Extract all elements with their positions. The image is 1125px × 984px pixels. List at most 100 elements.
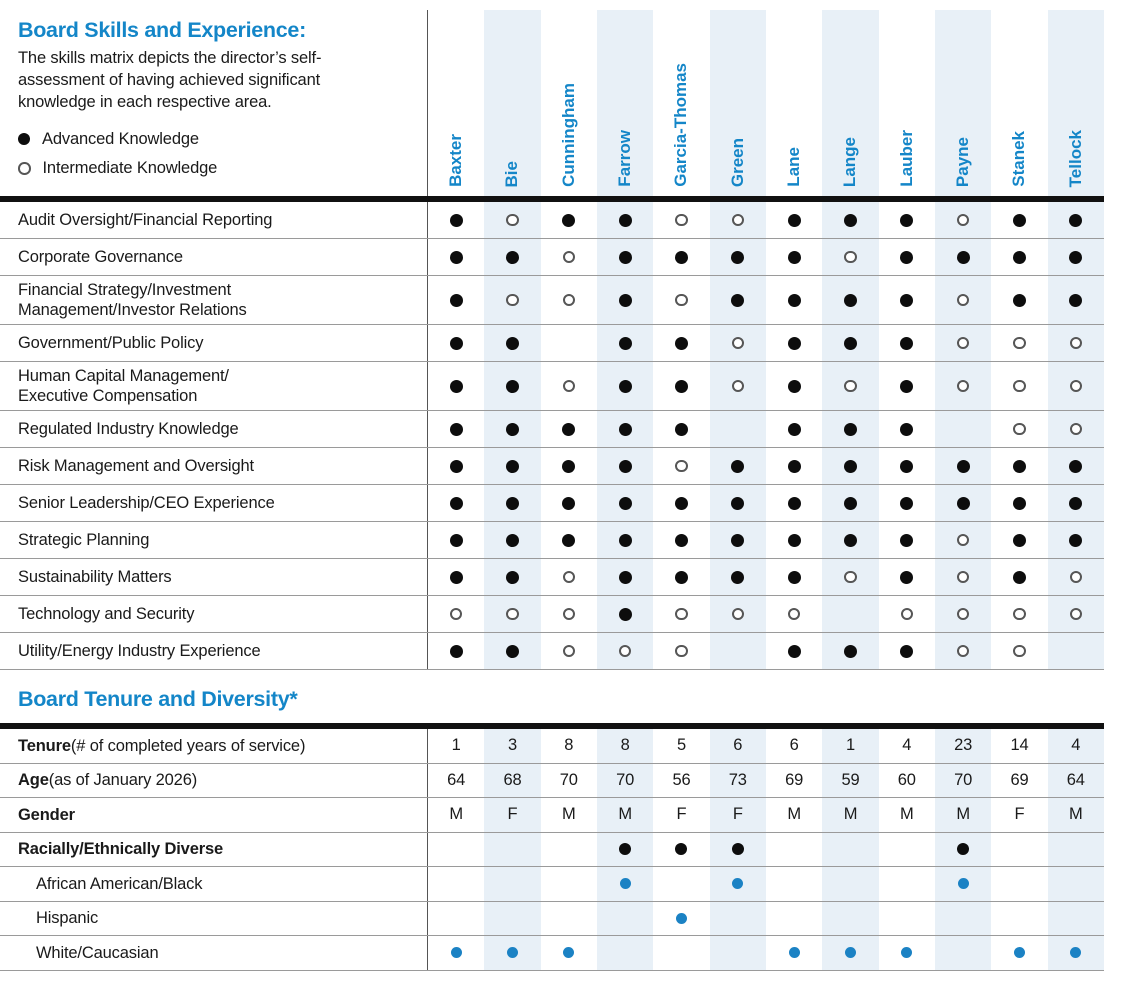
skill-cell bbox=[428, 633, 484, 669]
skill-cell bbox=[934, 522, 992, 558]
matrix-header-row: Board Skills and Experience: The skills … bbox=[0, 10, 1104, 196]
skill-cell bbox=[934, 633, 992, 669]
intermediate-knowledge-icon bbox=[731, 336, 745, 350]
intermediate-knowledge-icon bbox=[562, 607, 576, 621]
skill-cell bbox=[934, 411, 992, 447]
advanced-knowledge-icon bbox=[674, 379, 688, 393]
advanced-knowledge-icon bbox=[956, 459, 970, 473]
tenure-cell: 5 bbox=[676, 736, 686, 755]
tenure-row-label: Gender bbox=[0, 798, 428, 832]
skill-cell bbox=[879, 276, 935, 324]
ethnicity-indicator-icon bbox=[563, 947, 575, 959]
tenure-cell bbox=[541, 902, 597, 936]
skill-cell bbox=[653, 276, 709, 324]
ethnicity-indicator-icon bbox=[450, 947, 462, 959]
skill-cell bbox=[1047, 411, 1104, 447]
skill-cell bbox=[934, 596, 992, 632]
advanced-knowledge-icon bbox=[449, 570, 463, 584]
tenure-cell: 14 bbox=[1010, 736, 1029, 755]
intermediate-knowledge-icon bbox=[956, 533, 970, 547]
advanced-knowledge-icon bbox=[449, 213, 463, 227]
intermediate-knowledge-icon bbox=[787, 607, 801, 621]
skill-cell bbox=[1047, 239, 1104, 275]
director-name: Cunningham bbox=[558, 83, 578, 187]
advanced-knowledge-icon bbox=[900, 336, 914, 350]
advanced-knowledge-icon bbox=[562, 213, 576, 227]
advanced-knowledge-icon bbox=[956, 250, 970, 264]
skill-cell bbox=[991, 485, 1047, 521]
skill-cell bbox=[991, 362, 1047, 410]
tenure-row: African American/Black bbox=[0, 867, 1104, 902]
advanced-knowledge-icon bbox=[449, 250, 463, 264]
tenure-cell bbox=[484, 867, 541, 901]
tenure-row: Gender M F M M F F M M M M F M bbox=[0, 798, 1104, 833]
advanced-knowledge-icon bbox=[843, 293, 857, 307]
skill-cell bbox=[709, 448, 766, 484]
intermediate-knowledge-icon bbox=[1013, 336, 1026, 350]
advanced-knowledge-icon bbox=[787, 336, 801, 350]
skill-cell bbox=[766, 239, 822, 275]
skill-row-label: Financial Strategy/Investment Management… bbox=[0, 276, 428, 324]
advanced-knowledge-icon bbox=[900, 213, 914, 227]
skill-row-label: Sustainability Matters bbox=[0, 559, 428, 595]
ethnicity-indicator-icon bbox=[788, 947, 800, 959]
skill-cell bbox=[934, 325, 992, 361]
intermediate-knowledge-icon bbox=[562, 644, 576, 658]
ethnicity-indicator-icon bbox=[619, 878, 631, 890]
skill-cell bbox=[596, 633, 654, 669]
skill-cell bbox=[541, 276, 597, 324]
advanced-knowledge-icon bbox=[731, 459, 745, 473]
advanced-knowledge-icon bbox=[1069, 459, 1083, 473]
tenure-cell: 56 bbox=[672, 770, 691, 789]
advanced-knowledge-icon bbox=[1012, 533, 1026, 547]
skill-cell bbox=[596, 362, 654, 410]
tenure-cell bbox=[766, 936, 822, 970]
tenure-row: Racially/Ethnically Diverse bbox=[0, 832, 1104, 867]
advanced-knowledge-icon bbox=[505, 644, 519, 658]
skill-row: Strategic Planning bbox=[0, 522, 1104, 559]
skill-cell bbox=[484, 633, 541, 669]
tenure-cell: 69 bbox=[1010, 770, 1029, 789]
tenure-cell bbox=[766, 867, 822, 901]
advanced-knowledge-icon bbox=[674, 250, 688, 264]
tenure-row: Hispanic bbox=[0, 901, 1104, 936]
skill-cell bbox=[428, 448, 484, 484]
skill-row-label: Utility/Energy Industry Experience bbox=[0, 633, 428, 669]
skill-cell bbox=[991, 239, 1047, 275]
skill-row: Risk Management and Oversight bbox=[0, 448, 1104, 485]
skill-cell bbox=[596, 522, 654, 558]
tenure-cell: 64 bbox=[447, 770, 466, 789]
tenure-cell bbox=[879, 867, 935, 901]
skill-cell bbox=[596, 325, 654, 361]
skill-cell bbox=[879, 325, 935, 361]
director-col-header-payne: Payne bbox=[934, 10, 992, 196]
advanced-knowledge-icon bbox=[900, 496, 914, 510]
skill-cell bbox=[766, 362, 822, 410]
tenure-cell bbox=[541, 867, 597, 901]
skill-cell bbox=[484, 202, 541, 238]
intermediate-knowledge-icon bbox=[506, 293, 519, 307]
intermediate-knowledge-icon bbox=[1013, 607, 1026, 621]
tenure-title: Board Tenure and Diversity* bbox=[18, 687, 298, 711]
skill-row: Regulated Industry Knowledge bbox=[0, 411, 1104, 448]
advanced-knowledge-icon bbox=[1069, 213, 1083, 227]
skill-cell bbox=[879, 522, 935, 558]
tenure-rows: Tenure (# of completed years of service)… bbox=[0, 729, 1104, 971]
intermediate-knowledge-icon bbox=[956, 213, 970, 227]
advanced-knowledge-icon bbox=[1069, 250, 1083, 264]
skill-cell bbox=[766, 411, 822, 447]
director-col-header-stanek: Stanek bbox=[991, 10, 1047, 196]
skill-cell bbox=[934, 362, 992, 410]
advanced-knowledge-icon bbox=[731, 533, 745, 547]
skill-cell bbox=[484, 276, 541, 324]
advanced-knowledge-icon bbox=[900, 379, 914, 393]
intermediate-knowledge-icon bbox=[731, 607, 745, 621]
intermediate-knowledge-icon bbox=[1069, 379, 1083, 393]
skill-cell bbox=[484, 448, 541, 484]
tenure-cell bbox=[991, 833, 1047, 867]
skill-cell bbox=[709, 633, 766, 669]
advanced-knowledge-icon bbox=[18, 133, 30, 146]
legend-label-intermediate: Intermediate Knowledge bbox=[42, 158, 218, 177]
intermediate-knowledge-icon bbox=[675, 459, 688, 473]
advanced-knowledge-icon bbox=[618, 379, 632, 393]
